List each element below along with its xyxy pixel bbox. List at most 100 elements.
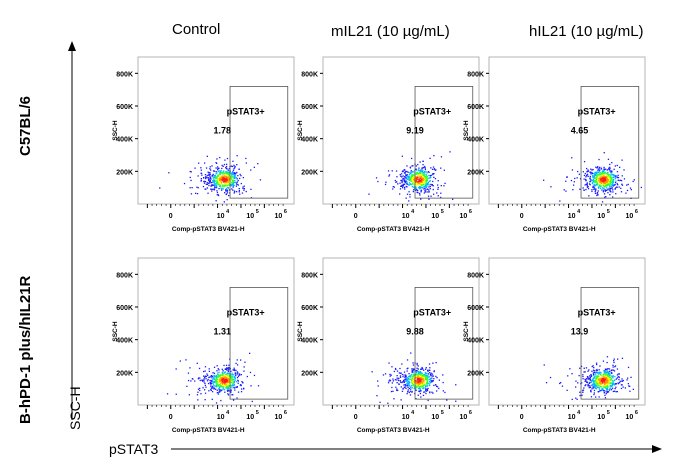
event-dot — [228, 170, 230, 172]
event-dot — [204, 389, 206, 391]
event-dot — [598, 167, 601, 169]
event-dot — [413, 178, 415, 181]
event-dot — [396, 181, 398, 183]
event-dot — [595, 362, 598, 364]
event-dot — [599, 174, 601, 176]
event-dot — [609, 180, 612, 182]
event-dot — [417, 181, 420, 183]
event-dot — [207, 177, 209, 179]
event-dot — [596, 194, 598, 197]
event-dot — [596, 370, 598, 372]
event-dot — [600, 389, 602, 392]
event-dot — [228, 178, 230, 180]
event-dot — [418, 378, 420, 380]
event-dot — [406, 370, 408, 372]
event-dot — [610, 369, 613, 372]
y-tick-label: 200K — [301, 370, 318, 377]
event-dot — [619, 166, 621, 168]
event-dot — [426, 382, 429, 384]
event-dot — [224, 375, 226, 378]
x-tick-label: 10 — [275, 414, 283, 421]
event-dot — [211, 379, 214, 381]
event-dot — [234, 165, 236, 168]
event-dot — [581, 394, 583, 396]
event-dot — [222, 376, 224, 378]
event-dot — [429, 180, 431, 182]
event-dot — [617, 176, 620, 179]
event-dot — [598, 387, 600, 389]
event-dot — [565, 190, 567, 192]
event-dot — [443, 185, 445, 187]
event-dot — [221, 175, 223, 177]
event-dot — [239, 193, 241, 195]
event-dot — [596, 191, 599, 194]
event-dot — [223, 171, 225, 174]
event-dot — [589, 180, 592, 182]
event-dot — [591, 384, 593, 386]
event-dot — [216, 365, 218, 367]
event-dot — [202, 185, 205, 188]
event-dot — [616, 374, 619, 376]
event-dot — [215, 178, 217, 180]
event-dot — [417, 374, 419, 376]
event-dot — [213, 378, 215, 380]
event-dot — [235, 185, 237, 187]
event-dot — [610, 181, 613, 183]
event-dot — [415, 389, 417, 391]
event-dot — [425, 385, 427, 387]
event-dot — [597, 171, 599, 173]
event-dot — [209, 180, 211, 182]
event-dot — [606, 356, 609, 358]
event-dot — [605, 393, 607, 395]
event-dot — [580, 365, 583, 367]
event-dot — [245, 162, 247, 164]
event-dot — [605, 196, 607, 198]
event-dot — [621, 184, 624, 186]
event-dot — [422, 378, 425, 380]
event-dot — [408, 383, 410, 385]
event-dot — [592, 369, 595, 371]
event-dot — [428, 189, 430, 191]
event-dot — [591, 189, 593, 191]
event-dot — [410, 381, 413, 384]
event-dot — [593, 370, 595, 372]
event-dot — [559, 382, 561, 385]
event-dot — [215, 180, 217, 183]
event-dot — [413, 171, 415, 173]
event-dot — [606, 371, 608, 374]
event-dot — [228, 385, 230, 387]
event-dot — [221, 185, 224, 187]
event-dot — [387, 402, 389, 404]
event-dot — [597, 194, 599, 196]
x-tick-label: 0 — [354, 414, 358, 421]
event-dot — [563, 189, 565, 191]
event-dot — [404, 186, 406, 189]
event-dot — [222, 173, 224, 175]
event-dot — [606, 374, 609, 376]
event-dot — [221, 373, 224, 375]
y-tick-label: 400K — [116, 338, 133, 345]
event-dot — [419, 371, 421, 373]
event-dot — [204, 180, 206, 183]
event-dot — [234, 372, 236, 374]
event-dot — [615, 180, 617, 182]
event-dot — [621, 384, 623, 386]
event-dot — [236, 386, 238, 388]
event-dot — [596, 167, 598, 169]
event-dot — [210, 383, 212, 385]
event-dot — [621, 378, 623, 380]
event-dot — [585, 367, 588, 369]
event-dot — [614, 365, 617, 367]
event-dot — [227, 176, 229, 178]
event-dot — [234, 174, 237, 176]
event-dot — [425, 376, 427, 379]
event-dot — [204, 376, 206, 378]
event-dot — [422, 181, 425, 183]
event-dot — [422, 164, 424, 166]
event-dot — [402, 175, 404, 177]
event-dot — [403, 384, 405, 386]
event-dot — [415, 178, 417, 180]
event-dot — [222, 184, 224, 186]
event-dot — [236, 359, 238, 361]
event-dot — [432, 392, 434, 394]
